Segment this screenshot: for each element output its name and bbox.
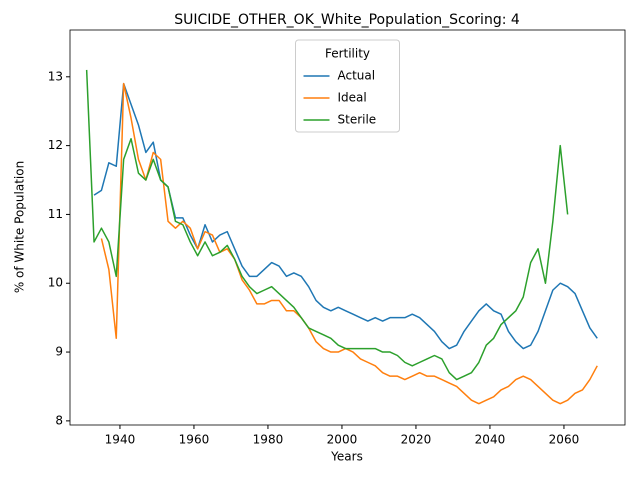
y-tick-label: 10 [48, 276, 63, 290]
x-tick-label: 1980 [253, 433, 284, 447]
legend-label: Ideal [338, 91, 367, 105]
plot-frame [69, 29, 626, 426]
y-tick-label: 8 [55, 413, 63, 427]
x-tick-label: 2040 [475, 433, 506, 447]
chart-title: SUICIDE_OTHER_OK_White_Population_Scorin… [174, 12, 520, 28]
series-line [93, 82, 598, 350]
y-tick-label: 12 [48, 138, 63, 152]
series-line [85, 69, 569, 381]
legend-box [295, 39, 400, 133]
x-axis-label: Years [330, 450, 363, 464]
series-line [100, 82, 598, 405]
x-tick-label: 2020 [401, 433, 432, 447]
legend-title: Fertility [325, 47, 370, 61]
x-tick-label: 2000 [327, 433, 358, 447]
y-tick-label: 13 [48, 69, 63, 83]
x-tick-label: 1960 [179, 433, 210, 447]
y-axis-label: % of White Population [13, 161, 27, 293]
y-tick-label: 9 [55, 345, 63, 359]
legend-label: Sterile [338, 113, 377, 127]
legend-label: Actual [338, 69, 376, 83]
y-tick-label: 11 [48, 207, 63, 221]
x-tick-label: 2060 [549, 433, 580, 447]
x-tick-label: 1940 [105, 433, 136, 447]
